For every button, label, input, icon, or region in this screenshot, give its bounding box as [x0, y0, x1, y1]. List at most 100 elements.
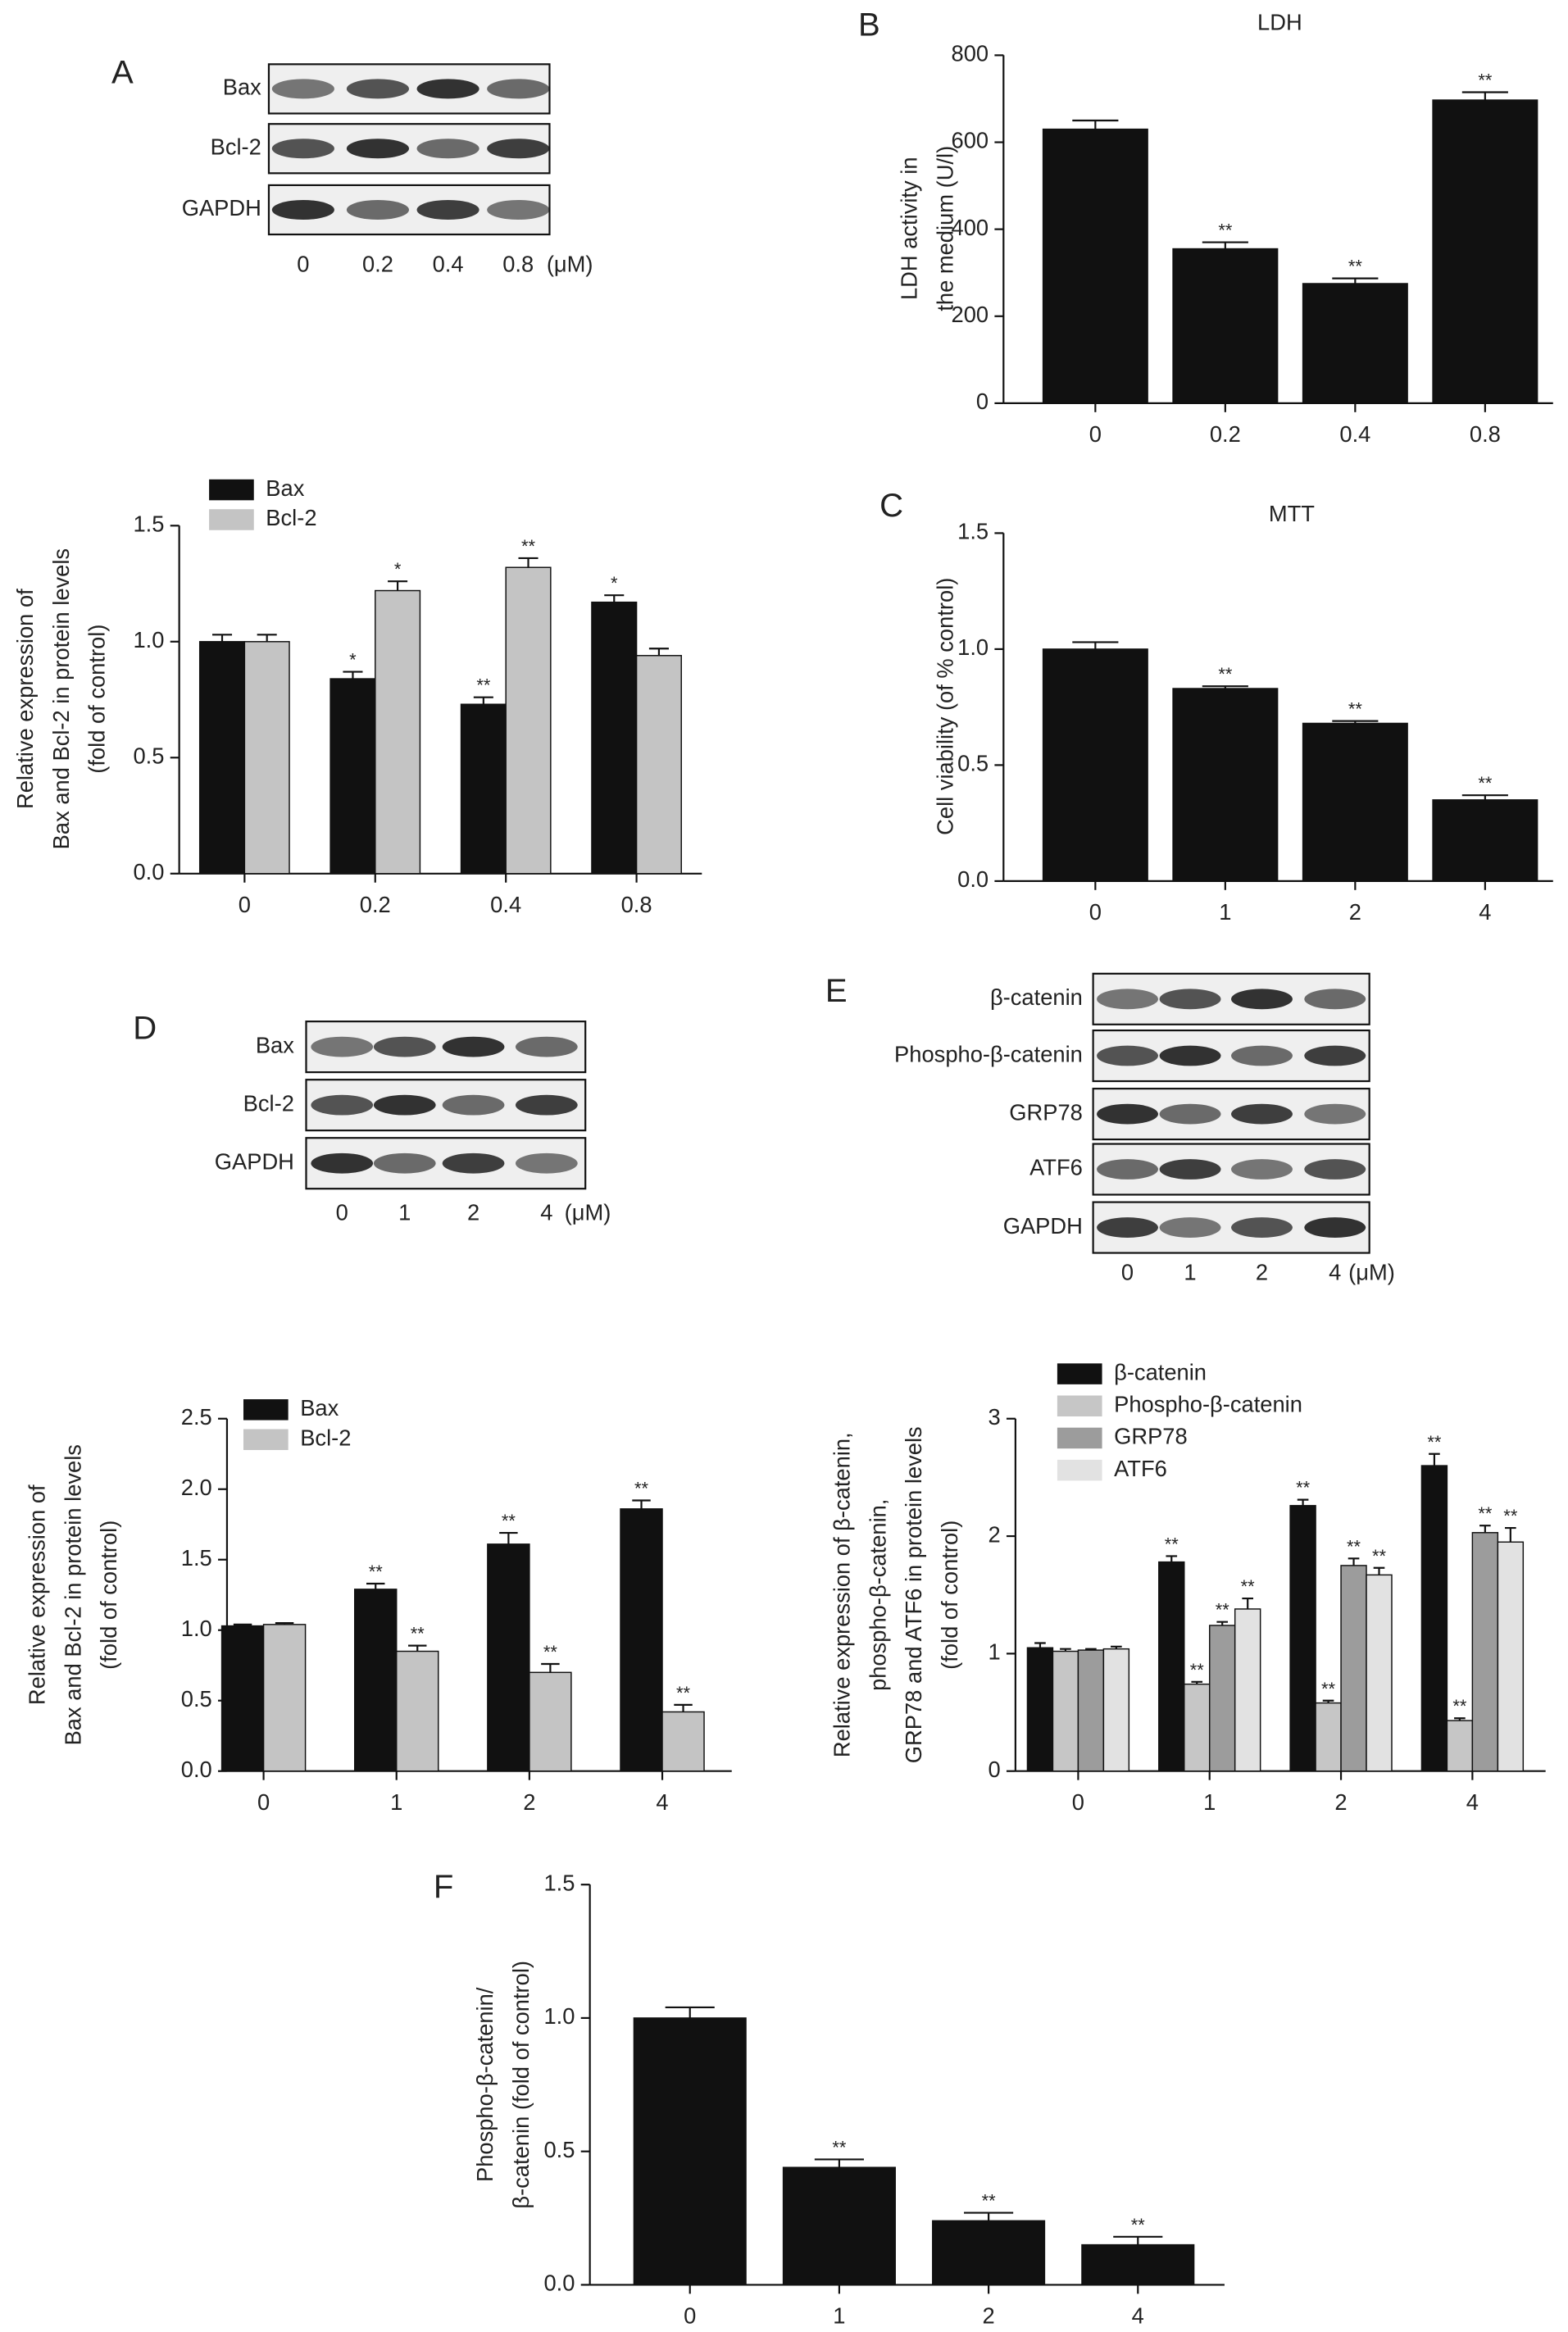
y-tick-label: 0.5 — [957, 751, 989, 776]
blot-row-label: Phospho-β-catenin — [894, 1041, 1083, 1066]
lane-label: 1 — [398, 1199, 411, 1225]
error-bar — [1242, 1597, 1253, 1609]
x-tick-label: 1 — [1203, 1789, 1216, 1815]
x-tick-label: 1 — [833, 2303, 845, 2329]
significance-label: ** — [411, 1624, 425, 1644]
error-bar — [648, 648, 669, 656]
y-axis-label: (fold of control) — [84, 625, 109, 774]
significance-label: ** — [1372, 1546, 1387, 1566]
blot-band — [346, 139, 410, 159]
error-bar — [366, 1582, 385, 1589]
x-tick-label: 0.2 — [360, 892, 391, 917]
error-bar — [518, 557, 539, 568]
chart-title: MTT — [1269, 501, 1315, 526]
error-bar — [814, 2158, 864, 2168]
y-tick-label: 3 — [988, 1404, 1000, 1430]
blot-band — [515, 1094, 578, 1116]
significance-label: ** — [1241, 1576, 1256, 1597]
x-tick-label: 0 — [1072, 1789, 1084, 1815]
significance-label: ** — [1478, 70, 1493, 91]
legend-swatch — [1057, 1363, 1102, 1384]
y-tick-label: 1 — [988, 1639, 1000, 1665]
error-bar — [1166, 1555, 1178, 1562]
error-bar — [275, 1622, 294, 1625]
bar — [1077, 1649, 1105, 1772]
y-tick-label: 0.0 — [957, 866, 989, 892]
y-axis-label: (fold of control) — [937, 1521, 962, 1670]
lane-label: 4 — [540, 1199, 552, 1225]
bar — [1026, 1647, 1054, 1772]
blot-band — [346, 79, 410, 99]
bar — [1158, 1561, 1185, 1772]
significance-label: * — [349, 650, 357, 671]
panel-letter: F — [434, 1869, 453, 1905]
y-tick-label: 0.5 — [181, 1686, 212, 1711]
bar — [1366, 1574, 1393, 1772]
y-tick-label: 0.5 — [543, 2137, 575, 2162]
bar — [396, 1650, 439, 1772]
y-tick-label: 1.0 — [543, 2003, 575, 2029]
bar — [1102, 1648, 1130, 1772]
bar — [633, 2017, 747, 2286]
blot-band — [416, 139, 479, 159]
bar — [353, 1589, 398, 1772]
bar — [1042, 648, 1148, 882]
legend-swatch — [243, 1399, 289, 1421]
significance-label: * — [611, 573, 618, 593]
y-axis-label: Phospho-β-catenin/ — [472, 1987, 498, 2182]
blot-band — [271, 79, 334, 99]
error-bar — [1297, 1498, 1309, 1506]
error-bar — [1085, 1648, 1097, 1651]
significance-label: ** — [634, 1479, 649, 1499]
blot-band — [1231, 1045, 1293, 1066]
blot-band — [1231, 1159, 1293, 1180]
panel-letter: A — [111, 55, 134, 91]
panel-letter: B — [858, 7, 880, 43]
blot-band — [416, 79, 479, 99]
legend-swatch — [209, 479, 254, 501]
blot-row-label: β-catenin — [990, 984, 1083, 1010]
x-tick-label: 1 — [1219, 899, 1231, 925]
significance-label: * — [394, 559, 402, 580]
x-tick-label: 0.8 — [1470, 421, 1501, 447]
x-tick-label: 4 — [1479, 899, 1491, 925]
blot-band — [373, 1094, 436, 1116]
significance-label: ** — [1503, 1506, 1518, 1526]
y-axis-label: (fold of control) — [96, 1521, 121, 1670]
significance-label: ** — [1478, 773, 1493, 793]
lane-label: 0 — [297, 252, 309, 277]
error-bar — [632, 1499, 651, 1509]
blot-row-label: Bcl-2 — [243, 1090, 294, 1116]
blot-band — [1231, 1103, 1293, 1125]
unit-label: (μM) — [565, 1199, 611, 1225]
error-bar — [1429, 1452, 1440, 1466]
significance-label: ** — [476, 675, 491, 696]
y-tick-label: 1.5 — [957, 519, 989, 544]
lane-label: 0.4 — [433, 252, 464, 277]
bar — [1289, 1505, 1316, 1772]
legend-label: β-catenin — [1114, 1359, 1207, 1384]
error-bar — [1113, 2235, 1163, 2245]
error-bar — [665, 2006, 715, 2018]
error-bar — [473, 696, 493, 705]
bar — [1208, 1625, 1236, 1772]
significance-label: ** — [543, 1642, 558, 1662]
significance-label: ** — [982, 2191, 997, 2212]
x-tick-label: 0 — [1089, 421, 1102, 447]
x-tick-label: 4 — [656, 1789, 668, 1815]
lane-label: 0.8 — [502, 252, 534, 277]
error-bar — [1461, 91, 1508, 101]
bar — [375, 589, 421, 875]
significance-label: ** — [1216, 1600, 1230, 1621]
blot-band — [311, 1094, 374, 1116]
blot-band — [1159, 1103, 1221, 1125]
error-bar — [1202, 685, 1248, 689]
y-tick-label: 0 — [988, 1757, 1000, 1782]
error-bar — [233, 1623, 252, 1626]
y-axis-label: GRP78 and ATF6 in protein levels — [901, 1426, 926, 1763]
bar — [1042, 128, 1148, 404]
bar — [1172, 688, 1279, 882]
y-axis-label: Relative expression of — [25, 1484, 50, 1705]
unit-label: (μM) — [1348, 1259, 1395, 1284]
